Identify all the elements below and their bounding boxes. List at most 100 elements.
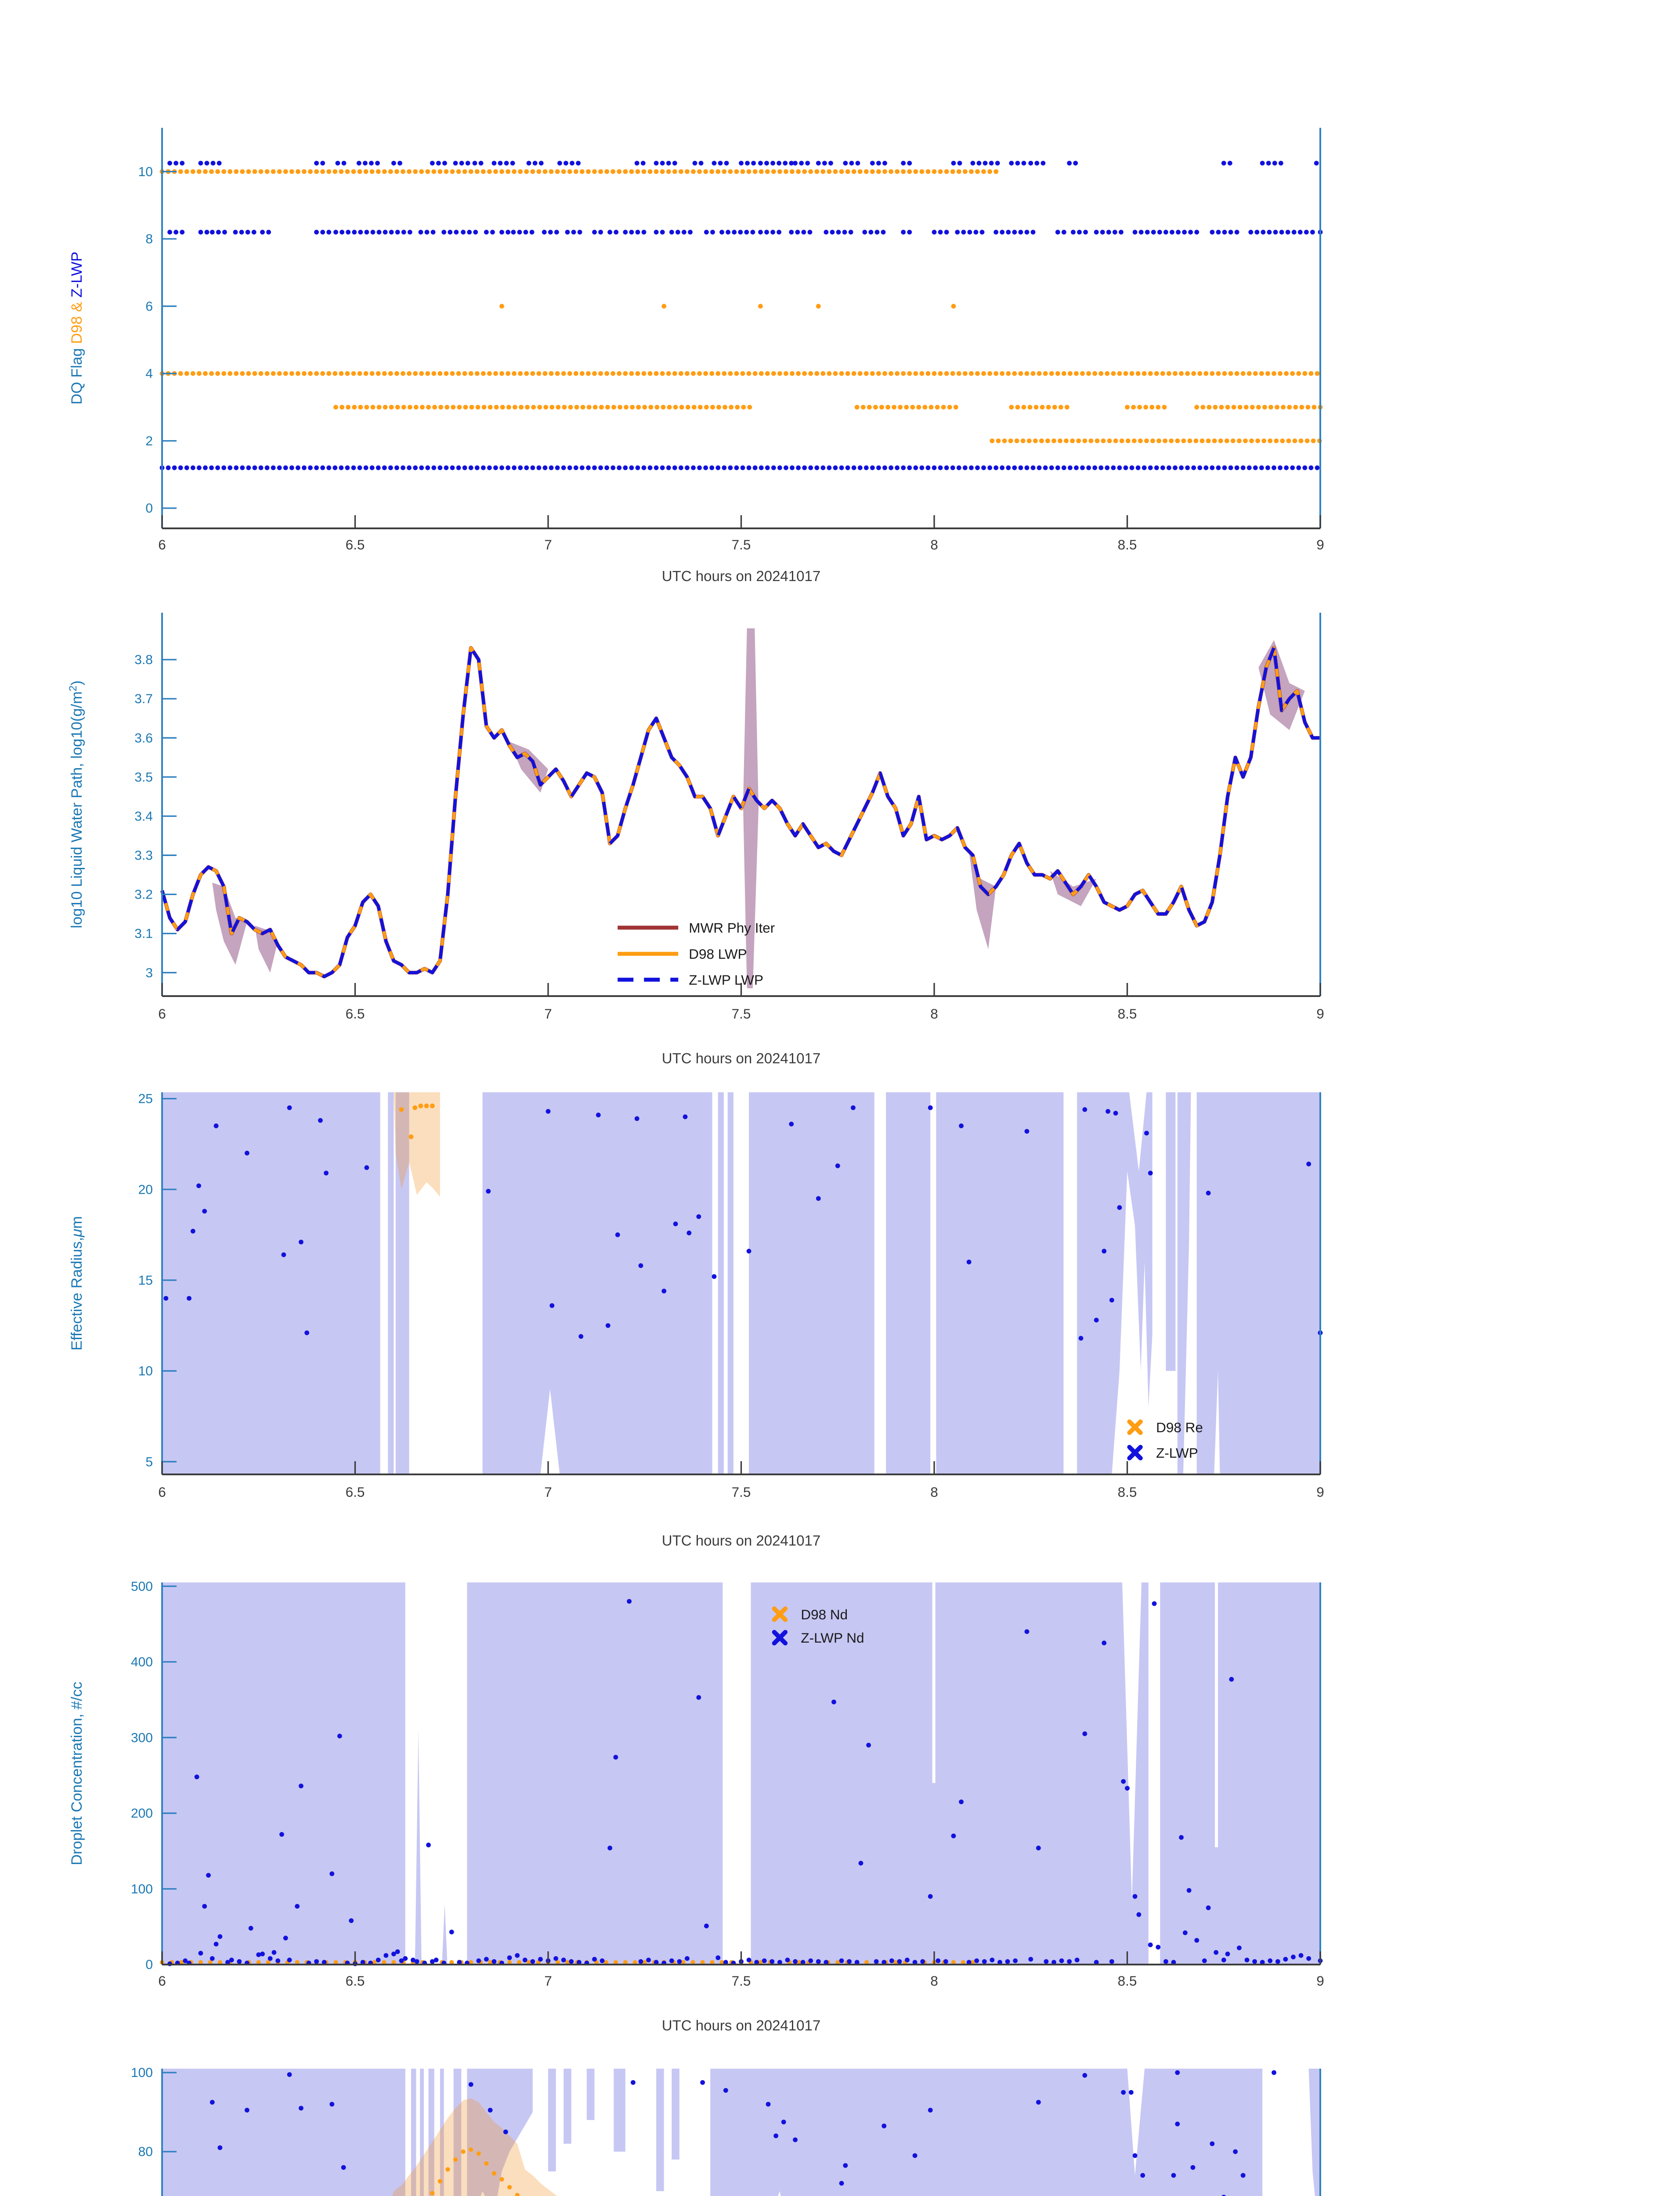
z-lwp-point [1078,1336,1084,1341]
flag-dot [688,230,693,235]
z-lwp-point [1144,1131,1149,1136]
flag-dot [203,465,208,470]
flag-dot [519,405,524,410]
flag-dot [1170,230,1174,235]
flag-dot [506,465,510,470]
flag-dot [697,465,702,470]
z-lwp-uncertainty-fill [442,1904,448,1965]
flag-dot [484,230,489,235]
x-tick-label: 6.5 [346,1006,365,1022]
z-lwp-uncertainty-fill [482,1092,712,1474]
flag-dot [1261,438,1267,444]
y-tick-label: 3.4 [134,809,153,824]
flag-dot [796,169,801,174]
flag-dot [518,371,523,376]
flag-dot [364,230,369,235]
y-tick-label: 15 [138,1273,153,1288]
flag-dot [1185,465,1190,470]
flag-dot [579,371,585,376]
flag-dot [1006,371,1011,376]
flag-dot [345,465,350,470]
z-lwp-point [549,1303,555,1308]
d98-od-dot [453,2157,458,2162]
z-lwp-point [279,1832,284,1837]
flag-dot [221,169,227,174]
flag-dot [660,230,665,235]
y-axis-label: DQ Flag D98 & Z-LWP [69,252,85,405]
flag-dot [1213,405,1218,410]
flag-dot [530,465,535,470]
flag-dot [524,169,529,174]
flag-dot [1285,230,1290,235]
flag-dot [525,405,530,410]
flag-dot [648,405,654,410]
legend-label: D98 LWP [689,946,747,962]
flag-dot [1197,465,1203,470]
flag-dot [839,371,844,376]
flag-dot [692,161,697,166]
z-lwp-uncertainty-fill [415,1730,422,1965]
flag-dot [444,405,450,410]
flag-dot [209,465,214,470]
flag-dot [839,169,844,174]
x-tick-label: 7.5 [732,537,751,553]
flag-dot [302,371,307,376]
flag-dot [1052,405,1057,410]
flag-dot [1071,230,1076,235]
flag-dot [549,405,555,410]
flag-dot [1199,438,1205,444]
d98-point [399,1107,404,1112]
d98-od-dot [484,2161,489,2166]
flag-dot [1298,438,1304,444]
x-tick-label: 8 [930,537,938,553]
flag-dot [913,371,918,376]
z-lwp-uncertainty-fill [656,2069,664,2191]
d98-od-uncertainty-band [392,2098,557,2196]
flag-dot [925,465,931,470]
flag-dot [1290,371,1295,376]
z-lwp-point [229,1958,234,1963]
flag-dot [1000,371,1005,376]
y-tick-label: 3 [145,966,153,980]
flag-dot [796,371,801,376]
y-axis-label-segment: 2 [67,686,79,691]
flag-dot [369,169,375,174]
d98-point [408,1134,414,1139]
flag-dot [573,371,578,376]
panel-dq-flag: 0 2 4 6 8 10 6 6.5 7 7.5 8 8.5 9 DQ Flag D98 & Z-LWP U… [69,128,1324,584]
z-lwp-point [206,1873,211,1878]
flag-dot [1015,405,1020,410]
flag-dot [1193,438,1199,444]
flag-dot [499,303,504,309]
y-axis-label-segment: ) [69,680,85,686]
flag-dot [703,465,708,470]
flag-dot [870,161,875,166]
flag-dot [167,230,172,235]
flag-dot [1210,465,1215,470]
flag-dot [461,230,466,235]
z-lwp-point [843,2163,848,2168]
flag-dot [1000,465,1005,470]
flag-dot [777,161,782,166]
flag-dot [1216,230,1221,235]
flag-dot [901,371,906,376]
z-lwp-point [1252,1959,1257,1964]
flag-dot [592,230,597,235]
flag-dot [555,465,560,470]
flag-dot [258,465,264,470]
flag-dot [989,161,994,166]
x-tick-label: 9 [1316,1006,1324,1022]
z-lwp-point [766,2102,771,2107]
z-lwp-point [364,1165,369,1170]
flag-dot [166,465,171,470]
flag-dot [1018,465,1023,470]
flag-dot [567,169,572,174]
flag-dot [1268,438,1273,444]
z-lwp-point [515,1953,520,1958]
flag-dot [863,465,869,470]
flag-dot [784,169,788,174]
flag-dot [604,465,610,470]
flag-dot [1290,465,1295,470]
flag-dot [296,169,300,174]
